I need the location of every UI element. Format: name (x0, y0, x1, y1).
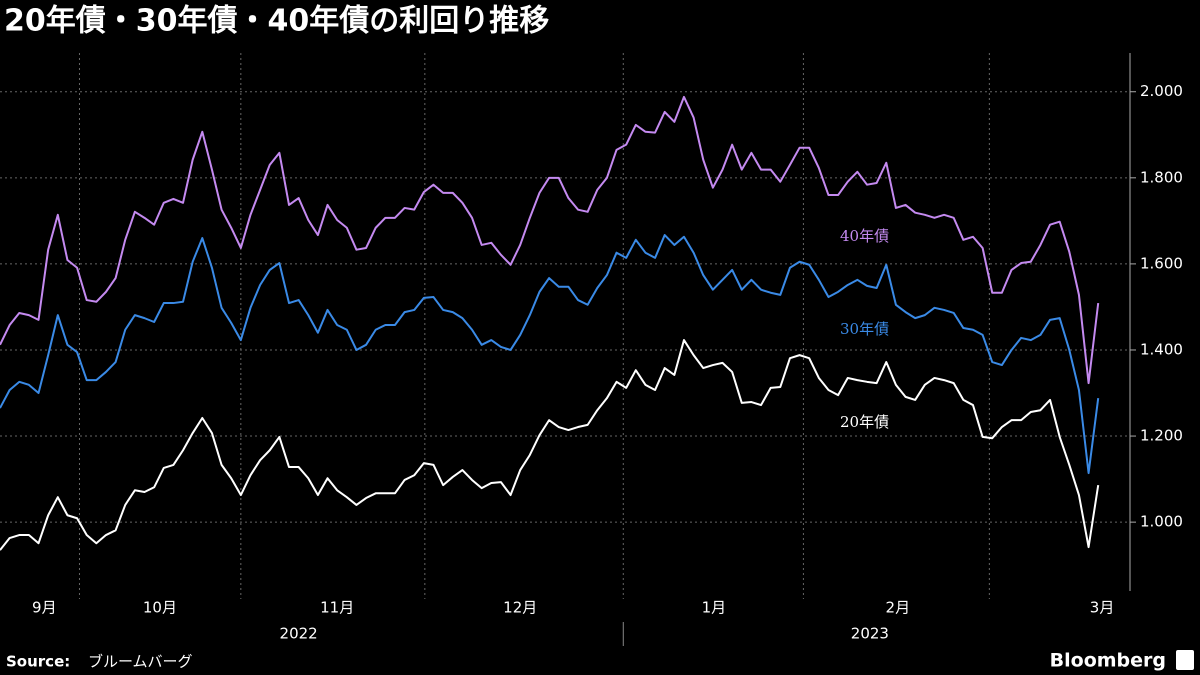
year-label: 2023 (851, 625, 889, 643)
y-tick-label: 1.400 (1140, 340, 1183, 358)
x-tick-label: 10月 (143, 599, 177, 617)
source-label: Source: (6, 653, 70, 671)
y-tick-label: 1.600 (1140, 254, 1183, 272)
series-label: 40年債 (840, 227, 889, 245)
x-tick-label: 1月 (702, 599, 727, 617)
y-tick-label: 1.000 (1140, 513, 1183, 531)
x-tick-label: 11月 (320, 599, 354, 617)
chart-title: 20年債・30年債・40年債の利回り推移 (4, 4, 549, 39)
series-line (0, 234, 1100, 475)
x-tick-label: 2月 (886, 599, 911, 617)
series-label: 30年債 (840, 320, 889, 338)
brand: Bloomberg (1050, 650, 1166, 672)
series-line (0, 339, 1100, 551)
x-tick-label: 3月 (1090, 599, 1115, 617)
x-tick-label: 9月 (32, 599, 57, 617)
series-line (0, 95, 1100, 385)
year-label: 2022 (280, 625, 318, 643)
y-tick-label: 1.200 (1140, 427, 1183, 445)
y-tick-label: 1.800 (1140, 168, 1183, 186)
y-tick-label: 2.000 (1140, 82, 1183, 100)
x-tick-label: 12月 (503, 599, 537, 617)
source: ブルームバーグ (88, 653, 193, 671)
series-label: 20年債 (840, 413, 889, 431)
brand-icon (1176, 650, 1194, 670)
